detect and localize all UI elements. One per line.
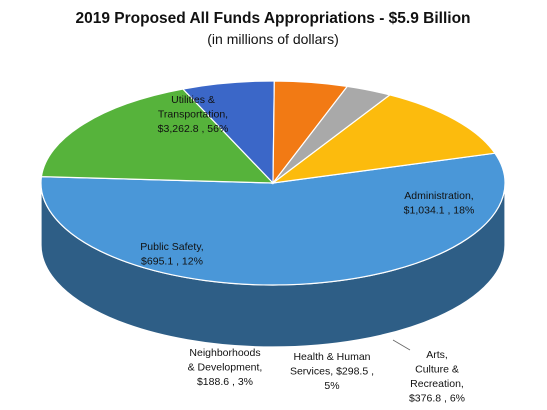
slice-label-line: Administration,: [404, 190, 473, 202]
leader-line-arts: [392, 339, 411, 351]
slice-label-line: Services, $298.5 ,: [290, 366, 374, 378]
slice-labels: Utilities & Transportation, $3,262.8 , 56%…: [140, 94, 474, 405]
slice-label-line: Transportation,: [158, 109, 228, 121]
slice-label-line: 5%: [324, 380, 339, 392]
pie-slices: [40, 80, 506, 286]
slice-label-line: $3,262.8 , 56%: [158, 123, 229, 135]
slice-label-line: Neighborhoods: [189, 347, 260, 359]
slice-label-arts: Arts, Culture & Recreation, $376.8 , 6%: [409, 349, 465, 405]
slice-label-administration: Administration, $1,034.1 , 18%: [404, 190, 475, 217]
slice-public_safety: [270, 94, 496, 184]
slice-label-line: Arts,: [426, 349, 448, 361]
slice-label-line: $188.6 , 3%: [197, 376, 253, 388]
slice-label-public_safety: Public Safety, $695.1 , 12%: [140, 241, 203, 268]
slice-label-line: $695.1 , 12%: [141, 256, 203, 268]
slice-label-line: $1,034.1 , 18%: [404, 205, 475, 217]
slice-label-utilities: Utilities & Transportation, $3,262.8 , 56%: [158, 94, 229, 135]
slice-label-line: $376.8 , 6%: [409, 393, 465, 405]
slice-label-line: Recreation,: [410, 378, 464, 390]
slice-utilities: [40, 152, 506, 286]
slice-label-line: Health & Human: [293, 351, 370, 363]
slice-label-line: Utilities &: [171, 94, 215, 106]
leader-lines: [392, 339, 411, 351]
chart-title: 2019 Proposed All Funds Appropriations -…: [75, 10, 470, 27]
slice-label-health: Health & Human Services, $298.5 , 5%: [290, 351, 374, 392]
slice-administration: [40, 88, 275, 184]
slice-label-line: & Development,: [188, 362, 263, 374]
chart-subtitle: (in millions of dollars): [207, 31, 338, 47]
slice-label-line: Public Safety,: [140, 241, 203, 253]
slice-label-neighborhoods: Neighborhoods & Development, $188.6 , 3%: [188, 347, 263, 388]
slice-label-line: Culture &: [415, 364, 459, 376]
